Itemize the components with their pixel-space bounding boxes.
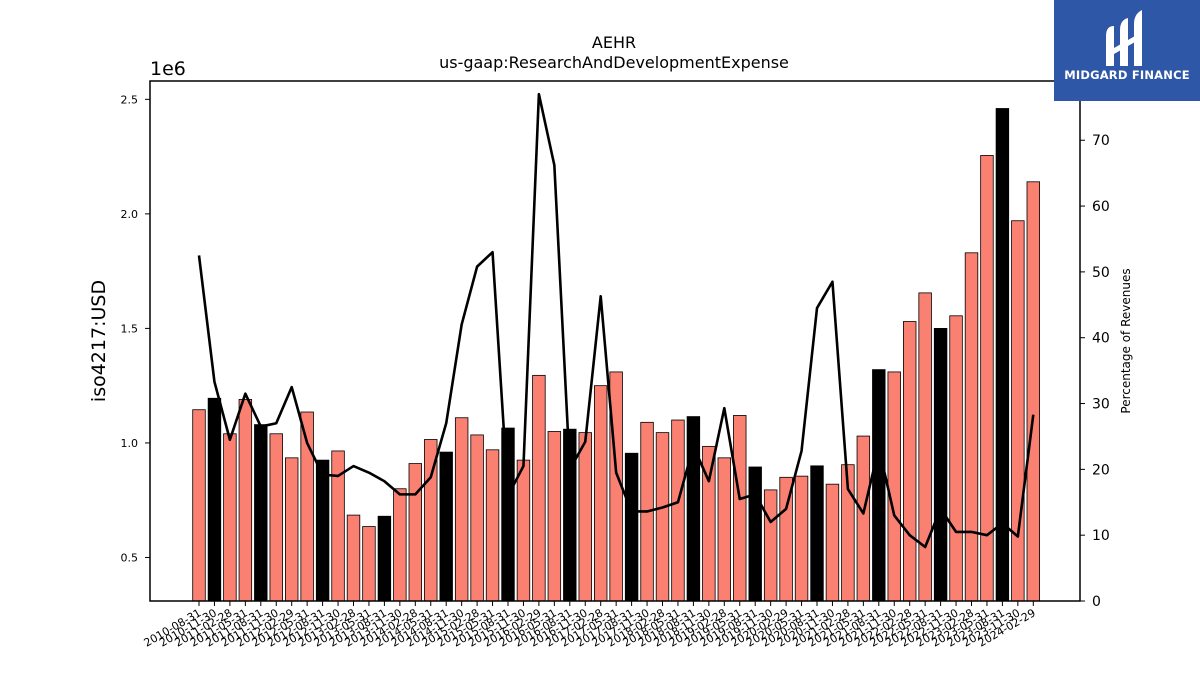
bar-2013-08-31: [377, 515, 392, 602]
y-tick-label: 1.0: [121, 437, 139, 450]
y2-tick-label: 50: [1092, 265, 1110, 281]
bar-2014-02-28: [408, 463, 423, 602]
y2-tick-label: 0: [1092, 594, 1101, 610]
bar-2021-11-30: [887, 371, 901, 602]
bar-2013-02-28: [346, 514, 361, 602]
midgard-finance-logo: MIDGARD FINANCE: [1054, 0, 1200, 101]
y-offset-label: 1e6: [150, 58, 186, 80]
y-tick-label: 1.5: [121, 322, 139, 335]
bar-2011-05-31: [238, 399, 253, 602]
bar-2020-11-30: [825, 483, 840, 602]
bar-2018-05-31: [671, 419, 685, 602]
bar-2020-05-31: [794, 475, 809, 602]
y-tick-label: 0.5: [121, 551, 139, 564]
bar-2016-05-31: [547, 431, 562, 602]
bar-2021-05-31: [856, 435, 871, 602]
y2-tick-label: 70: [1092, 133, 1110, 149]
bar-2010-11-30: [207, 397, 222, 602]
left-axis: 0.5 1.0 1.5 2.0 2.5: [121, 93, 150, 564]
bar-2013-05-31: [362, 526, 376, 602]
bar-2023-02-28: [964, 252, 979, 602]
bar-2011-11-30: [269, 433, 283, 602]
bar-2019-05-31: [733, 415, 747, 602]
y-tick-label: 2.5: [121, 93, 139, 106]
bar-2011-02-28: [223, 433, 237, 602]
bar-2017-08-31: [624, 452, 639, 602]
bar-2015-08-31: [501, 427, 515, 602]
bar-2022-08-31: [933, 327, 948, 602]
line-layer: [197, 92, 1035, 549]
bar-2019-02-28: [717, 457, 732, 602]
bar-2020-08-31: [810, 465, 824, 602]
bar-2014-08-31: [439, 451, 453, 602]
logo-text: MIDGARD FINANCE: [1064, 68, 1190, 82]
bar-2014-11-30: [454, 417, 469, 602]
y2-axis-label: Percentage of Revenues: [1119, 268, 1133, 413]
bar-2016-02-29: [532, 374, 546, 602]
y2-tick-label: 10: [1092, 528, 1110, 544]
bar-2021-08-31: [872, 369, 886, 602]
y-tick-label: 2.0: [121, 208, 139, 221]
bar-2023-11-30: [1011, 220, 1025, 602]
bar-2015-05-31: [485, 449, 500, 602]
chart-title: AEHR: [591, 33, 637, 52]
x-axis: 2010-08-312010-11-302011-02-282011-05-31…: [142, 601, 1038, 650]
bar-2018-02-28: [655, 432, 670, 602]
bar-2019-11-30: [763, 489, 778, 602]
y2-tick-label: 30: [1092, 397, 1110, 413]
bar-2015-02-28: [470, 434, 484, 602]
bar-2011-08-31: [254, 424, 268, 602]
bar-2017-02-28: [594, 385, 608, 602]
bar-2012-08-31: [315, 459, 330, 602]
y2-tick-label: 20: [1092, 462, 1110, 478]
plot-frame: [149, 80, 1081, 602]
series-line-percentage-of-revenues: [197, 92, 1035, 549]
bar-2019-08-31: [748, 466, 762, 602]
bar-2010-08-31: [192, 409, 206, 602]
bar-2016-11-30: [578, 432, 592, 602]
bars-layer: [192, 108, 1041, 602]
bar-2022-05-31: [918, 292, 932, 602]
bar-2022-02-28: [903, 321, 917, 602]
bar-2022-11-30: [949, 315, 963, 602]
y-axis-label: iso4217:USD: [88, 280, 110, 402]
bar-2015-11-30: [516, 459, 531, 602]
right-axis: 0 10 20 30 40 50 60 70: [1080, 133, 1110, 610]
midgard-m-logo-icon: [1106, 10, 1142, 66]
chart-subtitle: us-gaap:ResearchAndDevelopmentExpense: [439, 53, 789, 72]
bar-2018-08-31: [686, 416, 701, 602]
bar-2012-02-29: [284, 457, 299, 602]
bar-2024-02-29: [1026, 181, 1041, 602]
y2-tick-label: 40: [1092, 331, 1110, 347]
bar-2013-11-30: [393, 488, 407, 602]
y2-tick-label: 60: [1092, 199, 1110, 215]
